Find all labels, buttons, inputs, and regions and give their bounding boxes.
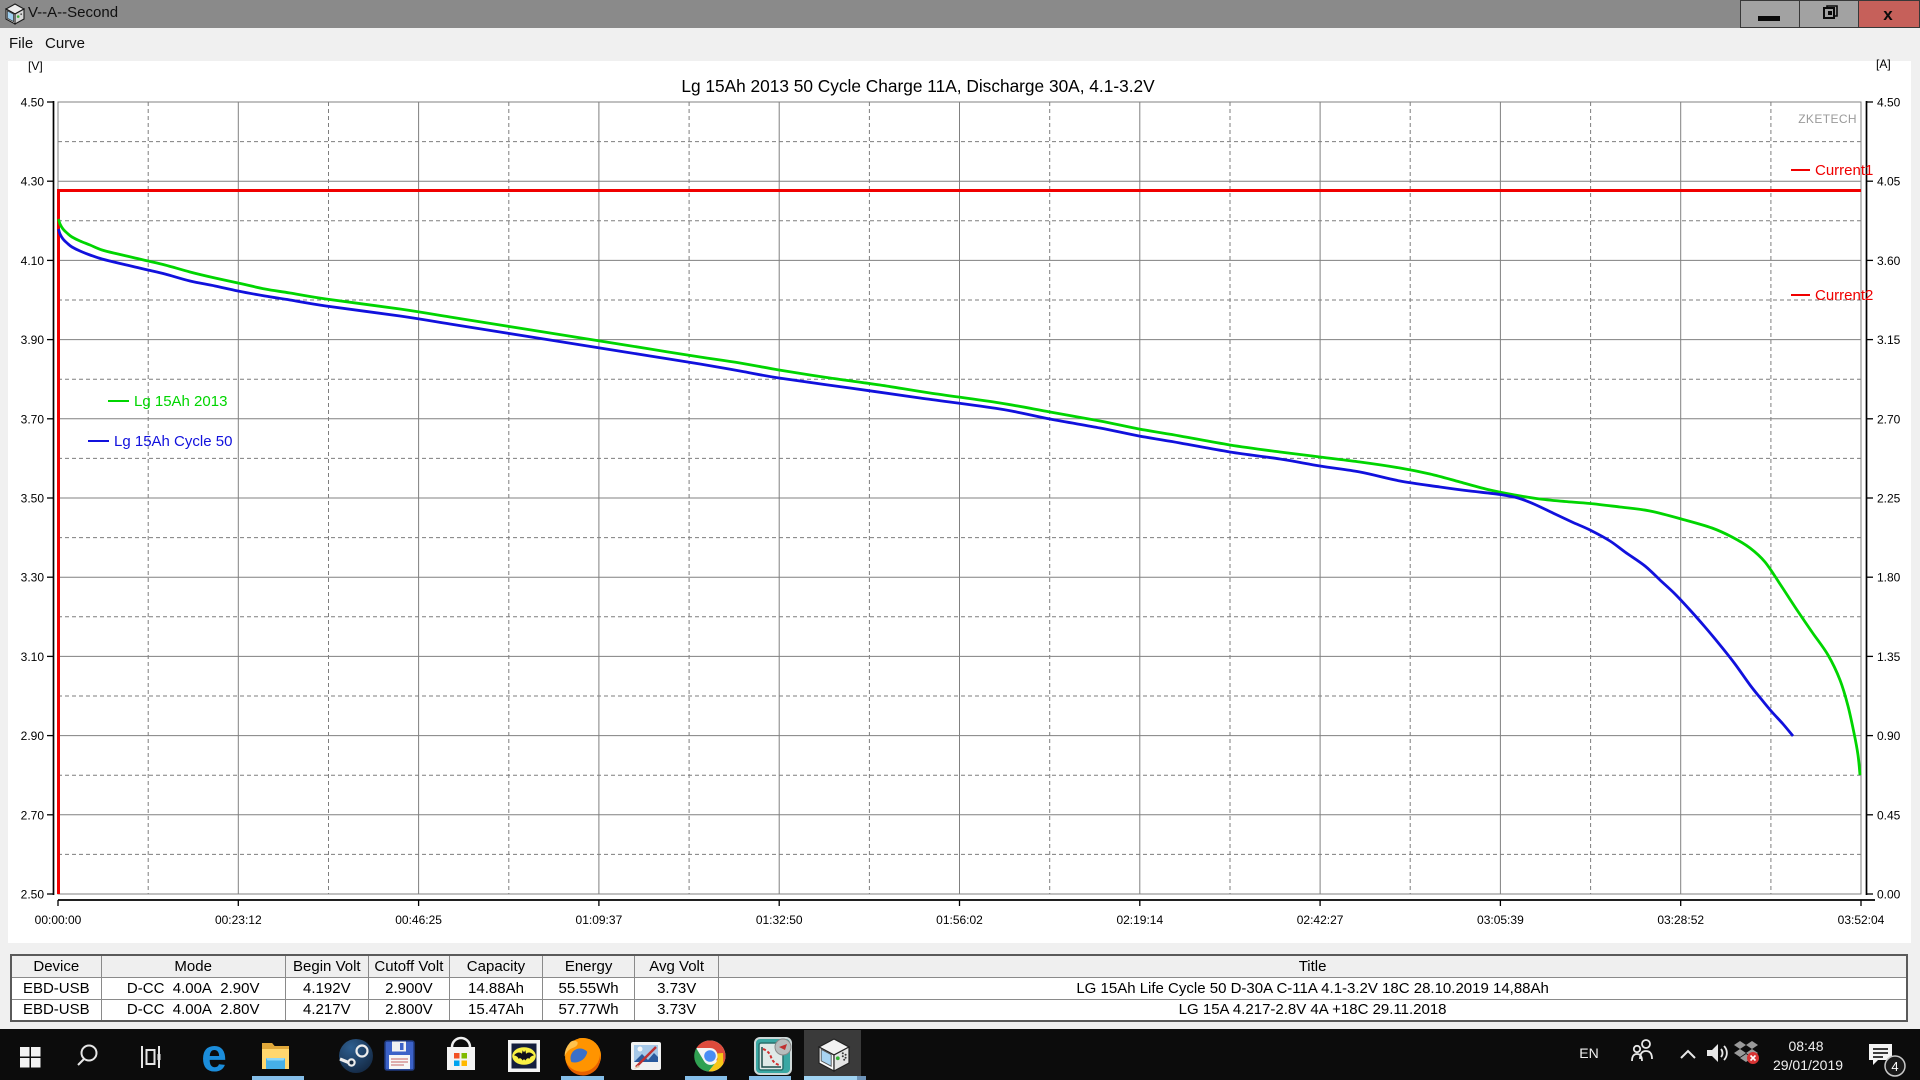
svg-text:03:05:39: 03:05:39 (1477, 913, 1524, 927)
svg-text:29/01/2019: 29/01/2019 (1773, 1057, 1843, 1073)
svg-text:4.50: 4.50 (1877, 96, 1901, 110)
svg-text:x: x (1883, 5, 1893, 24)
svg-text:Current1: Current1 (1815, 162, 1873, 179)
svg-text:e: e (201, 1029, 227, 1080)
svg-text:1.35: 1.35 (1877, 650, 1901, 664)
svg-text:2.25: 2.25 (1877, 492, 1901, 506)
svg-text:[A]: [A] (1876, 57, 1891, 71)
svg-text:EN: EN (1579, 1045, 1598, 1061)
svg-text:08:48: 08:48 (1788, 1038, 1823, 1054)
svg-text:02:42:27: 02:42:27 (1297, 913, 1344, 927)
svg-text:Lg 15Ah 2013 50 Cycle Charge 1: Lg 15Ah 2013 50 Cycle Charge 11A, Discha… (681, 76, 1155, 96)
svg-text:Lg 15Ah Cycle 50: Lg 15Ah Cycle 50 (114, 433, 232, 450)
svg-text:0.00: 0.00 (1877, 888, 1901, 902)
svg-text:00:00:00: 00:00:00 (35, 913, 82, 927)
svg-text:3.60: 3.60 (1877, 254, 1901, 268)
svg-text:0.45: 0.45 (1877, 808, 1901, 822)
svg-text:03:52:04: 03:52:04 (1838, 913, 1885, 927)
svg-text:00:46:25: 00:46:25 (395, 913, 442, 927)
svg-text:3.15: 3.15 (1877, 333, 1901, 347)
svg-text:Lg 15Ah 2013: Lg 15Ah 2013 (134, 393, 227, 410)
svg-text:2.70: 2.70 (1877, 412, 1901, 426)
svg-text:01:09:37: 01:09:37 (576, 913, 623, 927)
svg-text:2.90: 2.90 (21, 729, 45, 743)
svg-text:03:28:52: 03:28:52 (1657, 913, 1704, 927)
svg-text:4.50: 4.50 (21, 96, 45, 110)
svg-text:01:56:02: 01:56:02 (936, 913, 983, 927)
svg-text:[V]: [V] (28, 59, 43, 73)
svg-text:4.05: 4.05 (1877, 175, 1901, 189)
svg-text:1.80: 1.80 (1877, 571, 1901, 585)
svg-text:3.90: 3.90 (21, 333, 45, 347)
svg-text:4: 4 (1891, 1059, 1898, 1074)
svg-text:ZKETECH: ZKETECH (1798, 112, 1857, 126)
svg-text:00:23:12: 00:23:12 (215, 913, 262, 927)
svg-text:4.10: 4.10 (21, 254, 45, 268)
svg-text:Current2: Current2 (1815, 287, 1873, 304)
svg-text:02:19:14: 02:19:14 (1116, 913, 1163, 927)
svg-text:3.30: 3.30 (21, 571, 45, 585)
svg-text:3.50: 3.50 (21, 492, 45, 506)
svg-text:3.10: 3.10 (21, 650, 45, 664)
svg-text:0.90: 0.90 (1877, 729, 1901, 743)
svg-text:2.50: 2.50 (21, 888, 45, 902)
svg-text:4.30: 4.30 (21, 175, 45, 189)
svg-text:3.70: 3.70 (21, 412, 45, 426)
svg-text:01:32:50: 01:32:50 (756, 913, 803, 927)
svg-text:2.70: 2.70 (21, 808, 45, 822)
